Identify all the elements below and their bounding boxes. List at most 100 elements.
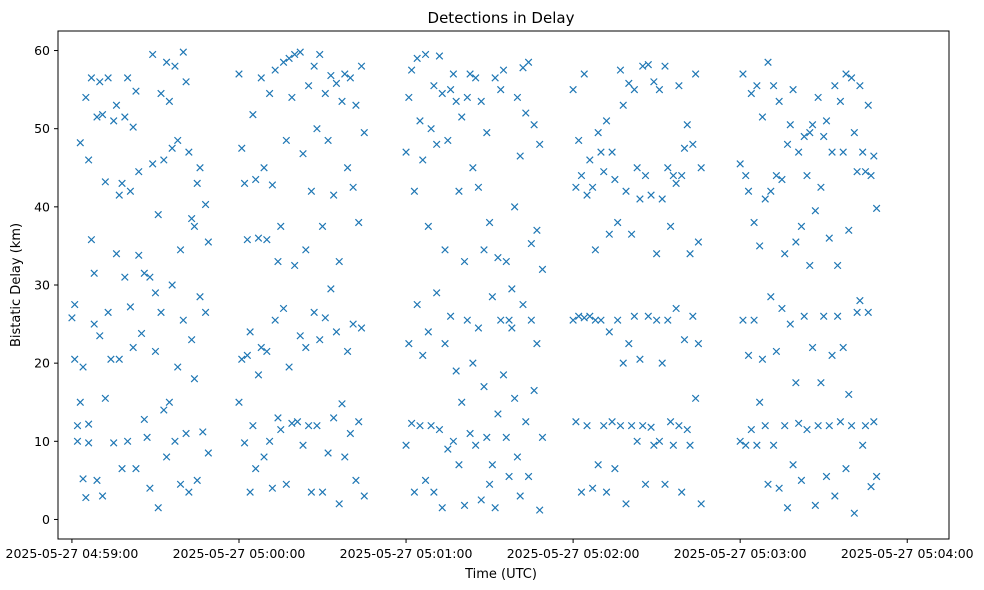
data-point (808, 121, 817, 129)
data-point (747, 89, 756, 98)
data-point (819, 132, 828, 141)
data-point (778, 304, 786, 313)
data-point (338, 400, 346, 408)
data-point (98, 492, 107, 500)
data-point (602, 117, 611, 125)
data-point (613, 218, 622, 227)
data-point (277, 425, 285, 434)
data-point (858, 148, 867, 156)
x-tick-label: 2025-05-27 05:04:00 (841, 546, 974, 561)
data-point (444, 445, 452, 453)
data-point (118, 464, 126, 473)
data-point (354, 418, 363, 426)
data-point (321, 89, 330, 98)
data-point (274, 257, 282, 266)
x-axis: 2025-05-27 04:59:00 2025-05-27 05:00:00 20… (6, 539, 974, 561)
data-point (123, 437, 132, 446)
data-point (630, 312, 639, 320)
data-point (655, 437, 664, 446)
data-point (307, 488, 316, 496)
data-point (115, 191, 123, 199)
data-point (407, 66, 416, 74)
data-point (605, 230, 614, 238)
data-point (597, 316, 605, 324)
data-point (775, 97, 783, 106)
data-point (650, 441, 658, 449)
data-point (789, 461, 797, 469)
data-point (753, 81, 761, 90)
data-point (469, 359, 477, 367)
data-point (533, 339, 541, 348)
data-point (828, 148, 836, 156)
x-tick-label: 2025-05-27 05:01:00 (340, 546, 473, 561)
data-point (87, 74, 96, 82)
data-point (474, 183, 483, 192)
data-point (271, 316, 279, 324)
data-point (683, 425, 691, 434)
data-point (658, 359, 666, 367)
data-point (290, 50, 299, 59)
data-point (535, 506, 544, 514)
data-point (254, 234, 263, 242)
data-point (285, 54, 293, 63)
data-point (135, 251, 143, 260)
data-point (803, 171, 811, 180)
data-point (285, 363, 293, 371)
data-point (825, 234, 833, 242)
data-point (446, 85, 455, 94)
data-point (508, 324, 516, 332)
data-point (424, 328, 433, 336)
data-point (129, 123, 137, 131)
data-point (129, 343, 137, 352)
data-point (839, 343, 847, 352)
data-point (452, 97, 460, 106)
data-point (867, 482, 875, 491)
data-point (775, 484, 783, 492)
data-point (769, 441, 778, 449)
data-point (296, 332, 304, 340)
data-point (335, 257, 343, 266)
data-point (753, 441, 761, 449)
data-point (118, 179, 126, 188)
data-point (204, 449, 213, 457)
y-tick-label: 50 (34, 121, 50, 136)
data-point (491, 504, 499, 512)
data-point (636, 355, 644, 363)
x-axis-label: Time (UTC) (464, 567, 537, 582)
data-point (864, 308, 872, 317)
data-point (79, 475, 87, 483)
data-point (471, 74, 480, 82)
data-point (444, 136, 452, 145)
data-point (413, 54, 421, 63)
data-point (185, 148, 193, 156)
data-point (513, 453, 522, 461)
data-point (574, 136, 583, 145)
data-point (825, 421, 833, 430)
data-point (238, 355, 246, 363)
data-point (257, 74, 265, 82)
data-point (346, 429, 355, 438)
data-point (769, 81, 778, 90)
data-point (767, 187, 775, 195)
data-point (508, 285, 516, 293)
data-point (290, 261, 299, 270)
data-point (68, 314, 76, 322)
data-point (126, 187, 135, 195)
data-point (742, 441, 750, 449)
data-point (583, 191, 591, 199)
data-point (513, 93, 522, 102)
data-point (357, 324, 366, 332)
data-point (282, 136, 291, 145)
chart-title: Detections in Delay (428, 9, 575, 27)
data-point (680, 335, 689, 344)
data-point (755, 398, 764, 406)
data-point (619, 101, 627, 109)
data-point (354, 218, 363, 227)
data-point (853, 167, 861, 176)
data-point (238, 144, 246, 152)
data-point (277, 222, 285, 231)
data-point (786, 121, 795, 129)
data-point (833, 261, 842, 270)
data-point (602, 488, 611, 496)
data-point (299, 441, 307, 449)
